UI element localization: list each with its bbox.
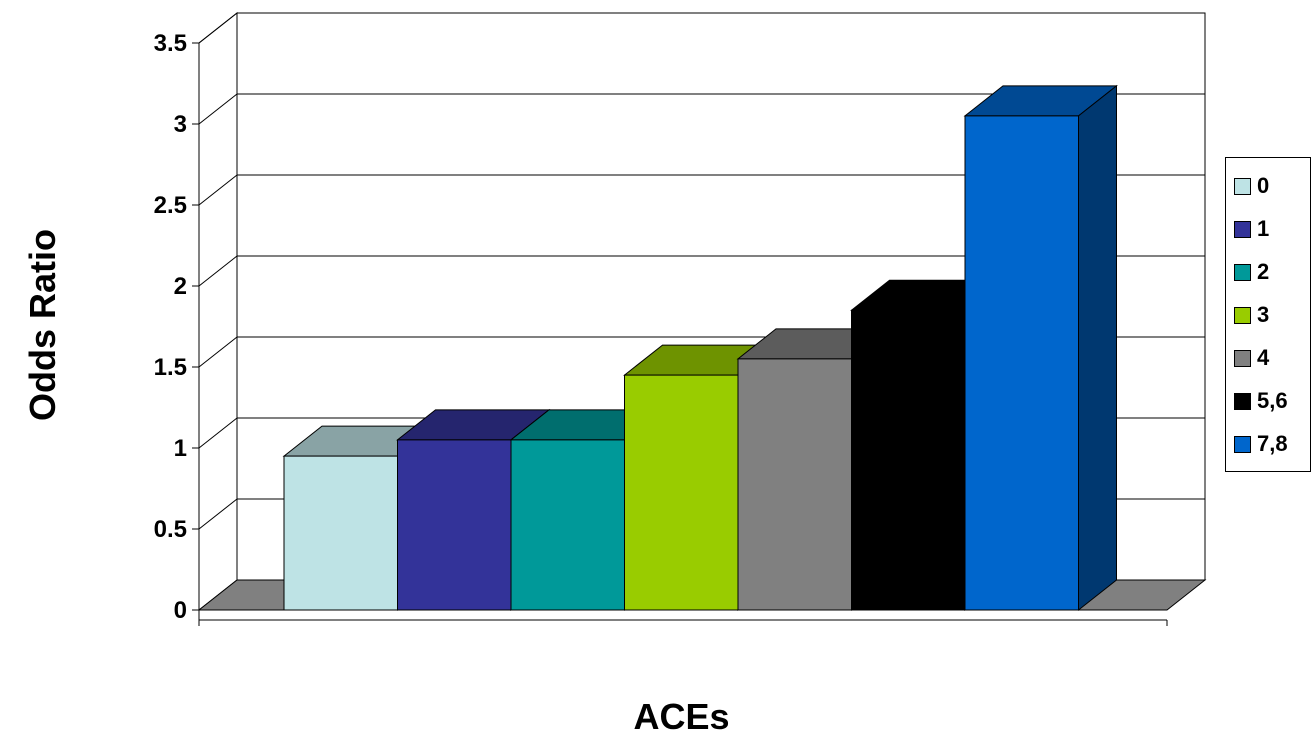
legend-label: 2	[1257, 259, 1270, 284]
legend-item: 2	[1234, 260, 1269, 284]
gridline-side	[198, 336, 238, 368]
gridline-side	[198, 174, 238, 206]
legend-item: 1	[1234, 217, 1269, 241]
legend-swatch	[1234, 435, 1251, 453]
y-tick-label: 0	[174, 597, 187, 624]
gridline-side	[198, 93, 238, 125]
gridline-side	[198, 255, 238, 287]
y-tick-label: 3.5	[154, 30, 187, 57]
legend-label: 4	[1257, 345, 1270, 370]
x-axis-title: ACEs	[633, 696, 730, 737]
legend-item: 3	[1234, 303, 1269, 327]
legend-swatch	[1234, 177, 1251, 195]
y-tick-label: 0.5	[154, 516, 187, 543]
legend-label: 7,8	[1257, 431, 1288, 456]
legend-swatch	[1234, 220, 1251, 238]
legend-item: 0	[1234, 174, 1269, 198]
legend-item: 5,6	[1234, 389, 1288, 413]
legend-swatch	[1234, 349, 1251, 367]
y-tick-label: 1	[174, 435, 187, 462]
y-tick-label: 1.5	[154, 354, 187, 381]
y-axis-title-container: Odds Ratio	[18, 200, 68, 450]
gridline-side	[198, 12, 238, 44]
y-tick-label: 3	[174, 111, 187, 138]
legend-swatch	[1234, 392, 1251, 410]
gridline-side	[198, 417, 238, 449]
legend-label: 5,6	[1257, 388, 1288, 413]
chart-legend: 0 1 2 3 4 5,6 7,8	[1225, 157, 1311, 472]
legend-swatch	[1234, 306, 1251, 324]
legend-label: 1	[1257, 216, 1270, 241]
bar-7-8	[963, 84, 1118, 612]
y-axis-title: Odds Ratio	[22, 228, 63, 422]
gridline-side	[198, 498, 238, 530]
legend-item: 4	[1234, 346, 1269, 370]
legend-label: 3	[1257, 302, 1270, 327]
side-wall	[198, 11, 238, 612]
legend-item: 7,8	[1234, 432, 1288, 456]
y-tick-label: 2	[174, 273, 187, 300]
legend-swatch	[1234, 263, 1251, 281]
y-tick-label: 2.5	[154, 192, 187, 219]
legend-label: 0	[1257, 173, 1270, 198]
